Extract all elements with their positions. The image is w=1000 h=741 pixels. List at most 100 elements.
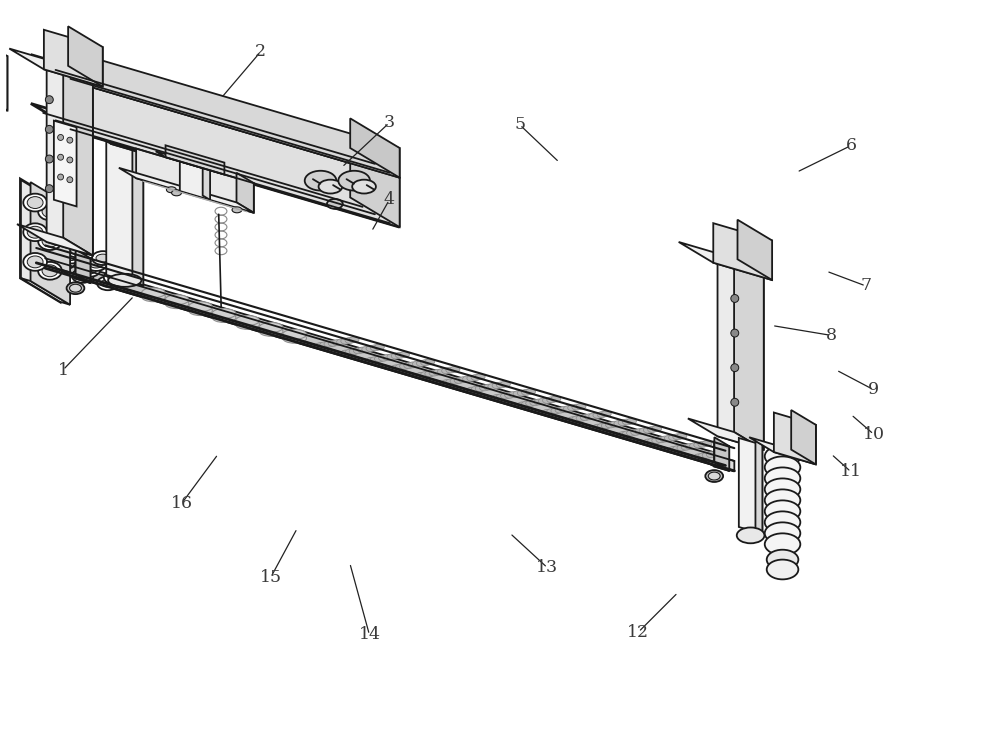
Text: 2: 2 xyxy=(255,43,266,60)
Ellipse shape xyxy=(67,177,73,183)
Ellipse shape xyxy=(366,345,376,351)
Ellipse shape xyxy=(27,196,43,208)
Ellipse shape xyxy=(677,433,687,439)
Polygon shape xyxy=(713,223,772,280)
Ellipse shape xyxy=(463,376,473,382)
Ellipse shape xyxy=(64,253,78,261)
Ellipse shape xyxy=(694,453,704,459)
Ellipse shape xyxy=(58,134,64,140)
Ellipse shape xyxy=(597,423,607,429)
Ellipse shape xyxy=(698,441,708,447)
Ellipse shape xyxy=(70,285,81,292)
Ellipse shape xyxy=(45,96,53,104)
Polygon shape xyxy=(119,167,254,213)
Ellipse shape xyxy=(328,340,338,346)
Ellipse shape xyxy=(96,254,110,262)
Ellipse shape xyxy=(618,419,628,425)
Text: 8: 8 xyxy=(826,327,837,344)
Ellipse shape xyxy=(45,125,53,133)
Ellipse shape xyxy=(433,369,443,375)
Ellipse shape xyxy=(601,422,611,428)
Ellipse shape xyxy=(212,308,236,319)
Ellipse shape xyxy=(416,360,426,366)
Ellipse shape xyxy=(593,424,603,430)
Ellipse shape xyxy=(635,428,645,434)
Polygon shape xyxy=(68,27,103,87)
Ellipse shape xyxy=(568,416,578,422)
Polygon shape xyxy=(180,162,210,200)
Polygon shape xyxy=(236,173,254,213)
Ellipse shape xyxy=(500,393,510,399)
Ellipse shape xyxy=(509,391,519,397)
Ellipse shape xyxy=(53,256,75,270)
Ellipse shape xyxy=(622,431,632,436)
Ellipse shape xyxy=(57,259,71,267)
Ellipse shape xyxy=(656,436,666,442)
Polygon shape xyxy=(54,121,77,207)
Ellipse shape xyxy=(23,193,47,211)
Polygon shape xyxy=(0,81,7,110)
Ellipse shape xyxy=(42,205,58,217)
Ellipse shape xyxy=(395,352,405,358)
Text: 14: 14 xyxy=(358,626,380,643)
Ellipse shape xyxy=(101,279,115,288)
Ellipse shape xyxy=(345,349,355,355)
Ellipse shape xyxy=(765,489,800,511)
Ellipse shape xyxy=(765,445,800,468)
Ellipse shape xyxy=(400,351,410,357)
Ellipse shape xyxy=(259,326,283,336)
Ellipse shape xyxy=(117,259,139,273)
Polygon shape xyxy=(17,225,93,256)
Ellipse shape xyxy=(283,333,307,343)
Ellipse shape xyxy=(395,364,405,370)
Ellipse shape xyxy=(42,235,58,247)
Ellipse shape xyxy=(484,384,494,390)
Ellipse shape xyxy=(622,419,632,425)
Ellipse shape xyxy=(142,292,165,302)
Text: 1: 1 xyxy=(57,362,68,379)
Ellipse shape xyxy=(383,354,393,360)
Ellipse shape xyxy=(505,392,515,398)
Ellipse shape xyxy=(349,336,359,342)
Ellipse shape xyxy=(51,265,64,273)
Polygon shape xyxy=(36,253,725,465)
Text: 3: 3 xyxy=(384,114,395,131)
Polygon shape xyxy=(60,270,90,283)
Ellipse shape xyxy=(45,155,53,163)
Ellipse shape xyxy=(362,346,372,352)
Ellipse shape xyxy=(67,157,73,163)
Polygon shape xyxy=(714,442,729,471)
Ellipse shape xyxy=(27,256,43,268)
Ellipse shape xyxy=(555,407,565,413)
Ellipse shape xyxy=(337,339,346,345)
Ellipse shape xyxy=(79,263,100,277)
Ellipse shape xyxy=(471,386,481,392)
Ellipse shape xyxy=(639,428,649,433)
Ellipse shape xyxy=(76,272,90,280)
Ellipse shape xyxy=(425,359,435,365)
Ellipse shape xyxy=(767,559,798,579)
Ellipse shape xyxy=(450,378,460,384)
Ellipse shape xyxy=(572,416,582,422)
Ellipse shape xyxy=(416,372,426,378)
Ellipse shape xyxy=(547,408,557,414)
Ellipse shape xyxy=(765,511,800,533)
Ellipse shape xyxy=(412,361,422,367)
Ellipse shape xyxy=(58,174,64,180)
Ellipse shape xyxy=(172,190,181,196)
Ellipse shape xyxy=(627,430,636,436)
Polygon shape xyxy=(106,136,143,286)
Ellipse shape xyxy=(593,412,603,418)
Polygon shape xyxy=(139,110,178,164)
Ellipse shape xyxy=(677,445,687,451)
Ellipse shape xyxy=(467,375,477,381)
Ellipse shape xyxy=(58,154,64,160)
Ellipse shape xyxy=(324,341,334,347)
Ellipse shape xyxy=(731,364,739,372)
Polygon shape xyxy=(0,42,7,110)
Polygon shape xyxy=(80,84,400,227)
Ellipse shape xyxy=(475,373,485,379)
Polygon shape xyxy=(156,151,224,174)
Ellipse shape xyxy=(547,396,557,402)
Ellipse shape xyxy=(522,401,531,407)
